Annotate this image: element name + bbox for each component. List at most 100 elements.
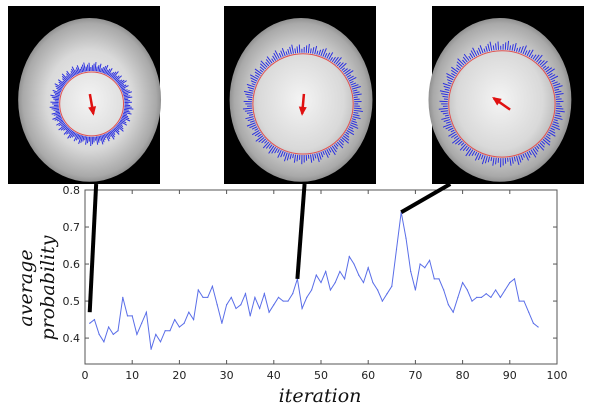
data-point: [329, 289, 332, 291]
data-point: [348, 256, 350, 258]
data-point: [372, 281, 374, 284]
data-point: [339, 270, 341, 273]
data-point: [523, 300, 525, 302]
data-point: [457, 296, 459, 298]
data-point: [528, 311, 530, 313]
x-tick-label: 100: [547, 369, 568, 382]
data-point: [159, 341, 162, 343]
x-tick-label: 20: [172, 369, 186, 382]
data-point: [126, 315, 129, 317]
data-point: [513, 278, 516, 280]
data-point: [377, 289, 379, 291]
data-point: [131, 315, 133, 317]
data-point: [386, 293, 388, 295]
data-point: [268, 311, 270, 313]
data-point: [410, 270, 412, 273]
data-point: [192, 318, 195, 321]
data-point: [240, 304, 242, 306]
data-point: [499, 296, 501, 298]
image-panels: [8, 6, 584, 184]
data-point: [325, 270, 327, 273]
data-point: [447, 304, 450, 306]
data-point: [490, 296, 492, 298]
callout-line: [400, 182, 452, 214]
data-point: [532, 322, 535, 324]
data-point: [405, 237, 407, 239]
data-point: [395, 248, 398, 250]
data-point: [471, 300, 473, 302]
x-tick-label: 80: [456, 369, 470, 382]
data-point: [226, 304, 228, 306]
y-axis: 0.4 0.5 0.6 0.7 0.8: [63, 184, 557, 345]
x-tick-label: 10: [125, 369, 139, 382]
data-point: [277, 296, 280, 298]
data-point: [358, 274, 360, 276]
ring-ticks: [242, 43, 363, 165]
data-point: [122, 296, 124, 298]
data-point: [334, 281, 336, 284]
fitted-circle: [448, 50, 556, 158]
data-point: [89, 322, 91, 324]
y-tick-label: 0.8: [63, 184, 81, 197]
data-point: [259, 307, 261, 310]
data-point: [509, 281, 511, 284]
data-point: [292, 293, 294, 295]
data-point: [462, 281, 464, 284]
data-point: [466, 289, 468, 291]
x-tick-label: 0: [82, 369, 89, 382]
data-point: [112, 333, 114, 335]
data-point: [155, 333, 157, 335]
data-point: [117, 330, 119, 332]
data-point: [504, 289, 506, 291]
y-axis-title-line-1: average: [15, 249, 37, 326]
data-point: [362, 281, 365, 284]
data-point: [136, 333, 138, 335]
data-point: [310, 289, 313, 291]
data-point: [207, 296, 209, 298]
x-tick-label: 40: [267, 369, 281, 382]
data-point: [93, 318, 96, 321]
data-point: [254, 296, 256, 298]
data-point: [452, 311, 454, 313]
x-axis-title: iteration: [279, 385, 362, 407]
data-point: [98, 333, 100, 335]
data-point: [145, 311, 147, 313]
data-point: [216, 304, 218, 306]
plot-area: 0 10 20 30 40 50 60 70 80 90 100 0.4 0.5 0.6 0.7 0.8: [63, 182, 568, 382]
data-point: [428, 259, 431, 261]
data-point: [287, 300, 289, 302]
callout-lines: [87, 182, 452, 313]
data-point: [108, 326, 110, 328]
image-panel-1: [8, 6, 162, 184]
y-tick-label: 0.7: [63, 221, 81, 234]
data-point: [150, 348, 152, 350]
x-tick-label: 60: [361, 369, 375, 382]
data-point: [424, 267, 426, 269]
y-tick-label: 0.6: [63, 258, 81, 271]
data-point: [315, 274, 317, 276]
data-point: [537, 326, 539, 328]
data-point: [414, 289, 416, 291]
image-panel-2: [224, 6, 376, 184]
callout-line: [87, 183, 99, 313]
ring-ticks: [438, 40, 565, 168]
ring-ticks: [49, 62, 134, 146]
series-line-1: [89, 212, 539, 350]
direction-arrow: [298, 93, 307, 116]
data-point: [221, 322, 223, 324]
direction-arrow: [88, 93, 97, 116]
data-point: [169, 330, 171, 332]
data-point: [480, 296, 483, 298]
data-point: [320, 281, 322, 284]
data-point: [419, 263, 421, 265]
direction-arrow: [492, 97, 511, 111]
x-tick-label: 90: [503, 369, 517, 382]
plot-frame: [84, 189, 558, 365]
data-point: [197, 289, 199, 291]
data-series: [89, 211, 539, 350]
data-point: [211, 285, 214, 287]
data-point: [381, 300, 383, 302]
callout-line: [295, 183, 307, 280]
data-point: [235, 307, 237, 310]
